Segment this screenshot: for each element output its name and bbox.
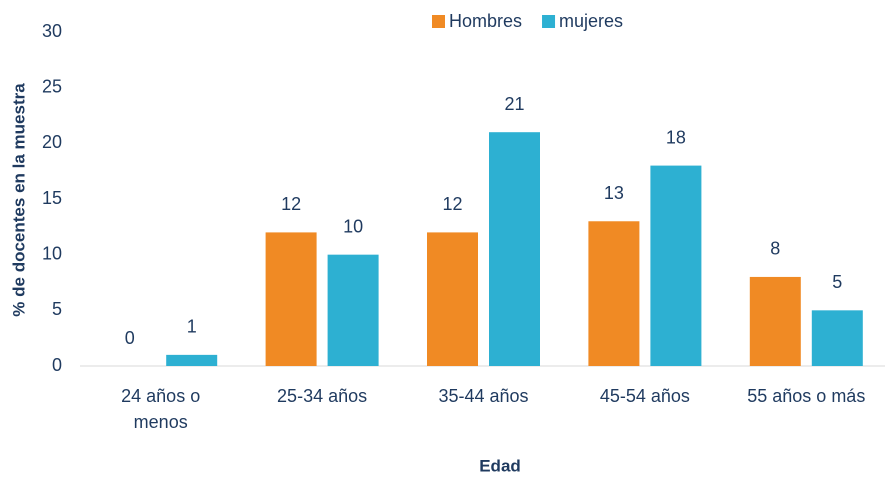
y-tick-label: 25 — [42, 76, 62, 96]
legend-swatch — [542, 15, 556, 28]
y-tick-label: 0 — [52, 355, 62, 375]
bar — [265, 232, 317, 366]
value-label: 18 — [666, 127, 686, 147]
y-tick-label: 5 — [52, 299, 62, 319]
legend-swatch — [432, 15, 445, 28]
bar — [489, 132, 540, 366]
value-label: 0 — [125, 328, 135, 348]
value-label: 12 — [281, 194, 301, 214]
bar — [749, 276, 801, 366]
x-tick-label: 45-54 años — [599, 386, 690, 406]
value-label: 1 — [187, 317, 197, 337]
x-axis-title: Edad — [479, 456, 521, 475]
bar — [650, 165, 702, 366]
bar — [811, 310, 863, 366]
value-label: 8 — [770, 239, 780, 259]
value-label: 12 — [442, 194, 462, 214]
x-tick-label: 24 años o menos — [121, 386, 201, 432]
bar — [166, 354, 218, 366]
bar — [327, 254, 379, 366]
legend-label: mujeres — [559, 11, 623, 31]
y-axis-title: % de docentes en la muestra — [9, 83, 28, 317]
x-tick-label: 25-34 años — [277, 386, 368, 406]
value-label: 5 — [832, 272, 842, 292]
y-tick-label: 30 — [42, 21, 62, 41]
value-label: 13 — [604, 183, 624, 203]
y-tick-label: 20 — [42, 132, 62, 152]
bar — [427, 232, 478, 366]
x-tick-label: 55 años o más — [747, 386, 866, 406]
legend-label: Hombres — [449, 11, 522, 31]
value-label: 10 — [343, 216, 363, 236]
bar — [588, 221, 640, 366]
y-tick-label: 15 — [42, 188, 62, 208]
x-tick-label: 35-44 años — [438, 386, 529, 406]
value-label: 21 — [504, 94, 524, 114]
y-tick-label: 10 — [42, 243, 62, 263]
